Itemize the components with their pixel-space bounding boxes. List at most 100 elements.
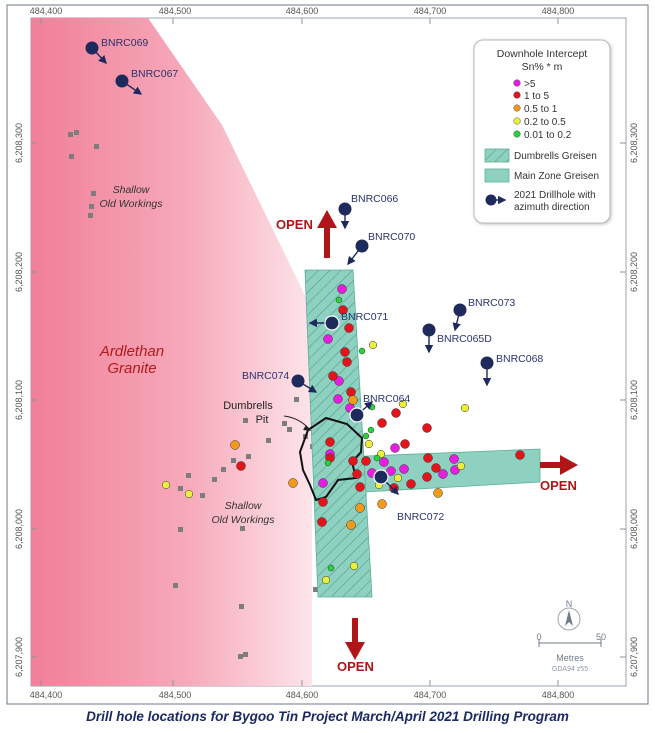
intercept-dot	[333, 394, 343, 404]
drillhole-marker	[291, 374, 305, 388]
old-working	[89, 204, 94, 209]
intercept-dot	[386, 466, 396, 476]
legend-swatch-0.5to1	[513, 104, 521, 112]
old-working	[94, 144, 99, 149]
old-working	[173, 583, 178, 588]
intercept-dot	[236, 461, 246, 471]
intercept-dot	[433, 488, 443, 498]
easting-bottom-label: 484,600	[286, 690, 319, 700]
intercept-dot	[328, 371, 338, 381]
scale-zero: 0	[536, 632, 541, 642]
old-working	[231, 458, 236, 463]
drillhole-marker	[115, 74, 129, 88]
northing-left-label: 6,208,200	[14, 252, 24, 292]
northing-left-label: 6,207,900	[14, 637, 24, 677]
intercept-dot	[400, 439, 410, 449]
open-east-label: OPEN	[540, 478, 577, 493]
legend-drillhole-label: azimuth direction	[514, 202, 590, 213]
old-working	[243, 652, 248, 657]
intercept-dot	[318, 497, 328, 507]
intercept-dot	[515, 450, 525, 460]
old-working	[74, 130, 79, 135]
easting-bottom-label: 484,500	[159, 690, 192, 700]
intercept-dot	[358, 347, 366, 355]
north-label: N	[566, 599, 573, 609]
intercept-dot	[230, 440, 240, 450]
old-working	[69, 154, 74, 159]
map: 484,400 484,500 484,600 484,700 484,800 …	[6, 4, 649, 705]
northing-right-label: 6,207,900	[629, 637, 639, 677]
drillhole-marker	[422, 323, 436, 337]
legend-dumbrells-label: Dumbrells Greisen	[514, 151, 597, 162]
legend-class-label: 0.5 to 1	[524, 104, 558, 115]
legend-class-label: 0.01 to 0.2	[524, 130, 572, 141]
pit-leader-arrowhead	[303, 425, 311, 431]
open-south-shaft	[352, 618, 358, 646]
drillhole-label: BNRC068	[496, 353, 543, 365]
easting-top-label: 484,600	[286, 6, 319, 16]
old-working	[246, 454, 251, 459]
drillholes: BNRC069 BNRC067 BNRC066 BNRC070 BNRC071 …	[85, 37, 543, 523]
drillhole-bnrc071: BNRC071	[308, 311, 388, 331]
drillhole-marker	[324, 315, 340, 331]
intercept-dot	[346, 387, 356, 397]
northing-left-label: 6,208,000	[14, 509, 24, 549]
drillhole-bnrc066: BNRC066	[338, 193, 398, 230]
scale-fifty: 50	[596, 632, 606, 642]
intercept-dot	[340, 347, 350, 357]
intercept-dot	[390, 443, 400, 453]
intercept-dot	[318, 478, 328, 488]
northing-left-label: 6,208,100	[14, 380, 24, 420]
shallow-workings-top-label: Shallow	[113, 184, 151, 196]
intercept-dot	[184, 489, 194, 499]
intercept-dot	[348, 395, 358, 405]
pit-label: Dumbrells	[223, 400, 273, 412]
easting-top-label: 484,800	[542, 6, 575, 16]
drillhole-bnrc074: BNRC074	[242, 370, 318, 393]
intercept-dot	[344, 323, 354, 333]
drillhole-label: BNRC074	[242, 370, 289, 382]
drillhole-label: BNRC072	[397, 511, 444, 523]
intercept-dot	[348, 456, 358, 466]
legend-title: Downhole Intercept	[497, 48, 588, 60]
shallow-workings-top-label: Old Workings	[99, 198, 163, 210]
intercept-dot	[379, 457, 389, 467]
intercept-dots	[161, 284, 525, 585]
intercept-dot	[338, 305, 348, 315]
north-arrow: N	[557, 599, 581, 631]
legend-swatch-0.2to0.5	[513, 117, 521, 125]
northing-right-label: 6,208,300	[629, 123, 639, 163]
old-working	[178, 486, 183, 491]
drillhole-bnrc064: BNRC064	[349, 393, 410, 423]
intercept-dot	[460, 403, 470, 413]
drillhole-label: BNRC067	[131, 68, 178, 80]
easting-bottom-label: 484,800	[542, 690, 575, 700]
drillhole-label: BNRC069	[101, 37, 148, 49]
northing-left-label: 6,208,300	[14, 123, 24, 163]
drillhole-bnrc069: BNRC069	[85, 37, 148, 65]
open-north-shaft	[324, 226, 330, 258]
north-arrow-circle	[557, 607, 581, 631]
drillhole-marker	[453, 303, 467, 317]
scale-bar: 0 50 Metres GDA94 z55	[536, 632, 606, 673]
intercept-dot	[377, 499, 387, 509]
drillhole-bnrc072: BNRC072	[373, 469, 444, 523]
drillhole-marker	[85, 41, 99, 55]
legend-swatch-0.01to0.2	[513, 130, 521, 138]
northing-right-label: 6,208,100	[629, 380, 639, 420]
drillhole-bnrc068: BNRC068	[480, 353, 543, 387]
granite-label: Ardlethan	[99, 343, 164, 360]
intercept-dot	[391, 408, 401, 418]
drillhole-label: BNRC066	[351, 193, 398, 205]
drillhole-marker	[373, 469, 389, 485]
old-working	[313, 587, 318, 592]
old-working	[243, 418, 248, 423]
pit-label: Pit	[256, 414, 269, 426]
intercept-dot	[373, 454, 381, 462]
intercept-dot	[368, 340, 378, 350]
drillhole-label: BNRC065D	[437, 333, 492, 345]
legend-swatch-1to5	[513, 91, 521, 99]
open-east-arrowhead	[560, 455, 578, 475]
intercept-dot	[406, 479, 416, 489]
old-working	[240, 526, 245, 531]
